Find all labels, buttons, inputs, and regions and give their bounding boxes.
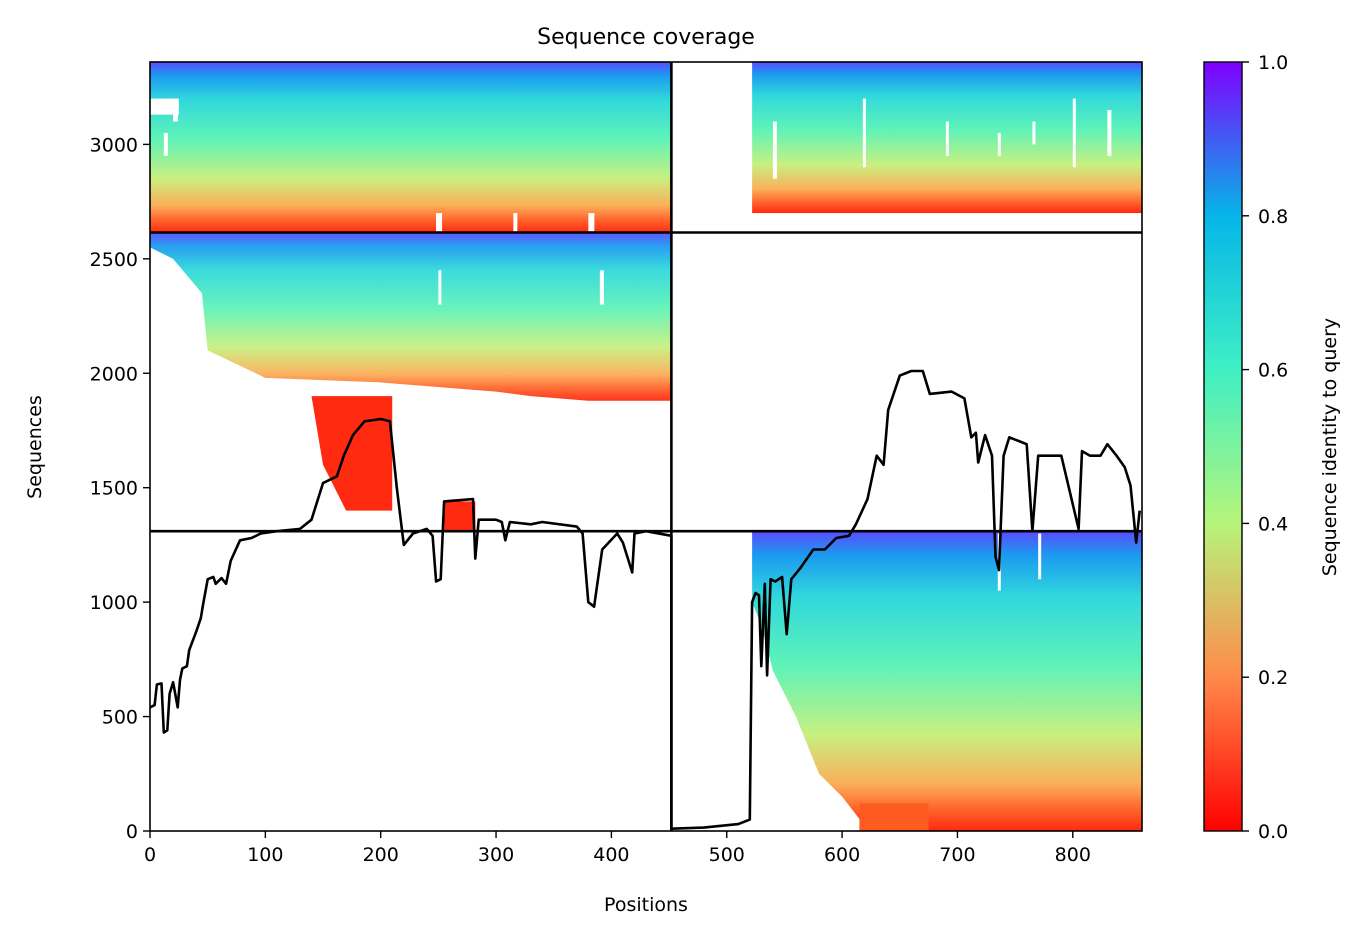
x-tick-label: 500 (709, 844, 745, 866)
coverage-gap-13 (1032, 121, 1036, 145)
plot-frame (149, 61, 1143, 832)
colorbar-gradient (1203, 61, 1243, 832)
x-tick-label: 200 (363, 844, 399, 866)
x-tick-label: 0 (144, 844, 156, 866)
y-tick-label: 0 (126, 821, 138, 843)
y-tick-label: 2000 (90, 363, 138, 385)
coverage-gap-top-left (150, 98, 179, 115)
coverage-gap-3 (513, 213, 518, 232)
x-tick-label: 100 (247, 844, 283, 866)
y-tick-label: 500 (102, 707, 138, 729)
coverage-heat-bands (150, 62, 1142, 831)
x-tick-label: 700 (939, 844, 975, 866)
colorbar-ticks: 0.0 0.2 0.4 0.6 0.8 1.0 (1242, 52, 1288, 843)
colorbar-tick-label: 0.8 (1258, 206, 1288, 228)
y-tick-label: 1000 (90, 592, 138, 614)
colorbar: 0.0 0.2 0.4 0.6 0.8 1.0 Sequence identity to … (1203, 52, 1341, 843)
colorbar-tick-label: 0.6 (1258, 360, 1288, 382)
x-tick-label: 300 (478, 844, 514, 866)
coverage-gap-8 (862, 98, 866, 168)
coverage-gap-9 (1072, 98, 1076, 168)
coverage-gap-6 (438, 270, 442, 305)
heat-band-bottom-right-red (859, 803, 929, 831)
colorbar-tick-label: 0.0 (1258, 821, 1288, 843)
colorbar-label: Sequence identity to query (1319, 318, 1341, 576)
coverage-gap-4 (588, 213, 595, 232)
heat-band-middle-left (150, 232, 672, 401)
coverage-gap-5 (599, 270, 604, 305)
coverage-gap-11 (945, 121, 949, 156)
coverage-line (150, 369, 1141, 830)
heat-band-bottom-right (752, 531, 1142, 831)
x-tick-label: 800 (1055, 844, 1091, 866)
colorbar-tick-label: 0.4 (1258, 513, 1288, 535)
coverage-gap-15 (1038, 533, 1042, 580)
y-tick-label: 1500 (90, 478, 138, 500)
coverage-gap-2 (436, 213, 443, 232)
y-axis: 0 500 1000 1500 2000 2500 3000 (90, 134, 150, 843)
y-tick-label: 2500 (90, 249, 138, 271)
colorbar-tick-label: 1.0 (1258, 52, 1288, 74)
heat-band-red-block (444, 501, 476, 532)
colorbar-tick-label: 0.2 (1258, 667, 1288, 689)
x-tick-label: 400 (593, 844, 629, 866)
plot-area (150, 62, 1142, 831)
x-axis: 0 100 200 300 400 500 600 700 800 (144, 831, 1091, 866)
heat-band-top-left (150, 62, 672, 233)
coverage-gap-12 (997, 132, 1001, 156)
y-axis-label: Sequences (24, 395, 46, 499)
x-tick-label: 600 (824, 844, 860, 866)
coverage-gap-1 (163, 132, 168, 156)
coverage-gap-10 (1107, 110, 1112, 156)
heat-band-red-cluster (311, 396, 393, 511)
x-axis-label: Positions (604, 894, 688, 916)
y-tick-label: 3000 (90, 134, 138, 156)
chart-title: Sequence coverage (537, 25, 755, 50)
coverage-gap-7 (772, 121, 777, 179)
